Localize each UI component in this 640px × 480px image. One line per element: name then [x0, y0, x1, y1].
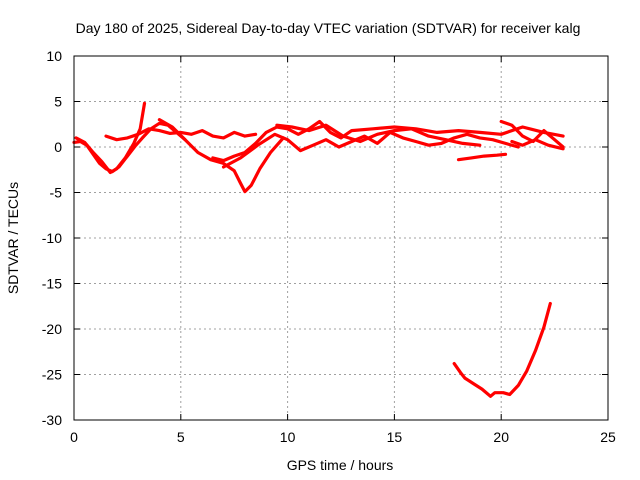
grid: [74, 56, 608, 420]
y-tick-label: -10: [42, 230, 62, 246]
y-tick-label: -20: [42, 321, 62, 337]
tick-labels: 0 5 10 15 20 25 10 5 0 -5 -10 -15 -20 -25 -30: [42, 48, 616, 445]
x-axis-label: GPS time / hours: [287, 457, 394, 473]
y-tick-label: 5: [54, 94, 62, 110]
y-tick-label: 10: [46, 48, 62, 64]
x-tick-label: 10: [280, 429, 296, 445]
x-tick-label: 25: [600, 429, 616, 445]
series-group: [72, 101, 565, 398]
x-tick-label: 0: [70, 429, 78, 445]
x-tick-label: 15: [387, 429, 403, 445]
y-tick-label: -30: [42, 412, 62, 428]
y-tick-label: -15: [42, 276, 62, 292]
satellite-track-10: [510, 138, 565, 151]
satellite-track-7: [275, 123, 482, 147]
satellite-track-4: [157, 118, 285, 194]
x-tick-label: 5: [177, 429, 185, 445]
axis-ticks: [73, 55, 609, 421]
chart-title: Day 180 of 2025, Sidereal Day-to-day VTE…: [76, 20, 581, 36]
y-tick-label: -25: [42, 367, 62, 383]
satellite-track-11: [452, 301, 552, 398]
satellite-track-5: [211, 119, 565, 163]
y-tick-label: 0: [54, 139, 62, 155]
satellite-track-3: [104, 127, 258, 142]
y-tick-label: -5: [50, 185, 63, 201]
y-axis-label: SDTVAR / TECUs: [5, 182, 21, 294]
x-tick-label: 20: [493, 429, 509, 445]
satellite-track-6: [221, 130, 520, 169]
satellite-track-8: [456, 152, 508, 162]
